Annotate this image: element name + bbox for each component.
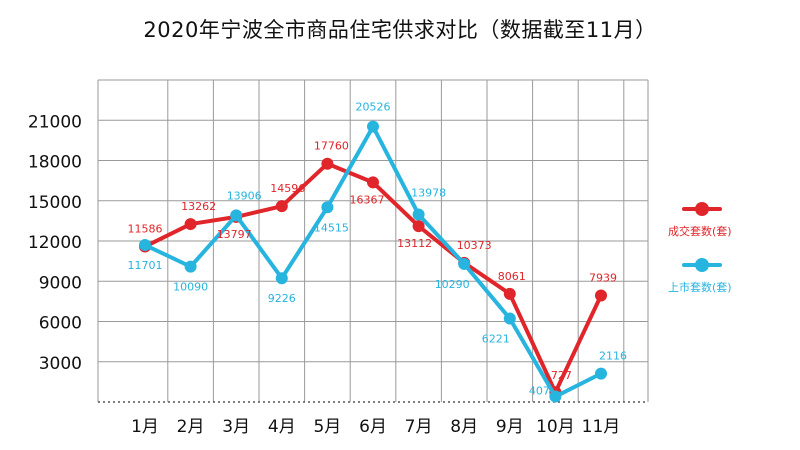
data-label-blue: 9226 (268, 292, 296, 305)
data-point-red (367, 176, 379, 189)
data-point-red (412, 220, 425, 233)
data-point-blue (367, 120, 379, 133)
data-point-blue (412, 208, 425, 221)
x-tick-label: 1月 (131, 417, 159, 437)
data-point-blue (549, 390, 562, 403)
data-label-blue: 13978 (411, 186, 446, 199)
data-point-blue (230, 209, 243, 222)
x-tick-label: 8月 (450, 417, 478, 437)
data-label-red: 13112 (397, 237, 432, 250)
data-point-blue (321, 201, 334, 214)
data-point-red (321, 157, 334, 170)
data-label-red: 8061 (498, 270, 526, 283)
x-tick-label: 9月 (496, 417, 524, 437)
legend-marker-listings (695, 258, 709, 272)
data-point-blue (184, 260, 197, 273)
data-label-red: 16367 (350, 193, 385, 206)
data-label-red: 14596 (270, 182, 305, 195)
data-label-red: 10373 (457, 239, 492, 252)
legend-marker-deals (695, 202, 709, 216)
y-tick-label: 3000 (39, 354, 82, 374)
data-label-red: 13797 (217, 228, 252, 241)
data-point-blue (595, 367, 607, 380)
data-label-red: 7939 (589, 271, 617, 284)
data-label-blue: 10090 (173, 281, 208, 294)
x-tick-label: 2月 (177, 417, 205, 437)
data-point-blue (503, 312, 516, 325)
legend-item-listings: 上市套数(套) (668, 258, 798, 303)
series-layer (139, 120, 607, 403)
data-label-blue: 407 (529, 385, 550, 398)
data-label-blue: 2116 (599, 350, 627, 363)
data-point-red (184, 218, 197, 231)
legend-label-listings: 上市套数(套) (668, 281, 732, 294)
chart-title: 2020年宁波全市商品住宅供求对比（数据截至11月） (143, 18, 657, 42)
data-label-blue: 13906 (227, 189, 262, 202)
data-label-red: 727 (551, 369, 572, 382)
legend-label-deals: 成交套数(套) (668, 225, 732, 238)
data-point-red (275, 200, 288, 213)
x-tick-label: 5月 (313, 417, 341, 437)
y-tick-label: 21000 (28, 112, 82, 132)
data-point-red (595, 289, 607, 302)
data-point-blue (275, 272, 288, 285)
data-point-red (503, 287, 516, 300)
data-label-layer: 11586 13262 13797 14596 17760 16367 13112 10373… (128, 101, 628, 398)
data-label-blue: 11701 (128, 259, 163, 272)
data-label-red: 11586 (128, 223, 163, 236)
axis-layer: 3000 6000 9000 12000 15000 18000 21000 1月 2月 3月 4月… (28, 112, 648, 437)
x-tick-label: 10月 (536, 417, 575, 437)
data-label-red: 17760 (314, 140, 349, 153)
y-tick-label: 9000 (39, 273, 82, 293)
x-tick-label: 4月 (268, 417, 296, 437)
y-tick-label: 15000 (28, 193, 82, 213)
data-label-blue: 6221 (482, 333, 510, 346)
data-label-blue: 14515 (314, 221, 349, 234)
data-point-blue (139, 239, 151, 252)
x-tick-label: 11月 (582, 417, 621, 437)
data-point-blue (458, 257, 471, 270)
x-tick-label: 7月 (405, 417, 433, 437)
y-tick-label: 12000 (28, 233, 82, 253)
x-tick-label: 6月 (359, 417, 387, 437)
data-label-red: 13262 (181, 200, 216, 213)
y-tick-label: 6000 (39, 314, 82, 334)
legend-item-deals: 成交套数(套) (668, 202, 798, 247)
data-label-blue: 20526 (356, 101, 391, 114)
data-label-blue: 10290 (435, 278, 470, 291)
x-tick-label: 3月 (222, 417, 250, 437)
y-tick-label: 18000 (28, 153, 82, 173)
